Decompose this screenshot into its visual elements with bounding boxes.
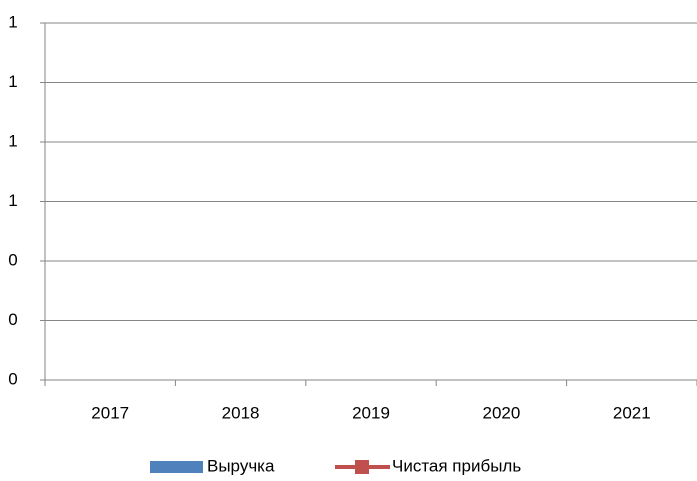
y-tick-label: 0: [8, 250, 17, 269]
legend-label: Выручка: [207, 456, 275, 475]
y-tick-label: 1: [8, 12, 17, 31]
y-tick-label: 0: [8, 310, 17, 329]
x-tick-label: 2019: [352, 403, 390, 422]
x-tick-label: 2017: [91, 403, 129, 422]
x-tick-label: 2020: [482, 403, 520, 422]
y-tick-label: 0: [8, 369, 17, 388]
legend-label: Чистая прибыль: [392, 456, 521, 475]
legend-swatch: [355, 460, 369, 474]
x-tick-label: 2018: [222, 403, 260, 422]
y-tick-label: 1: [8, 131, 17, 150]
x-tick-label: 2021: [613, 403, 651, 422]
y-tick-label: 1: [8, 191, 17, 210]
legend-swatch: [150, 461, 203, 473]
y-tick-label: 1: [8, 72, 17, 91]
